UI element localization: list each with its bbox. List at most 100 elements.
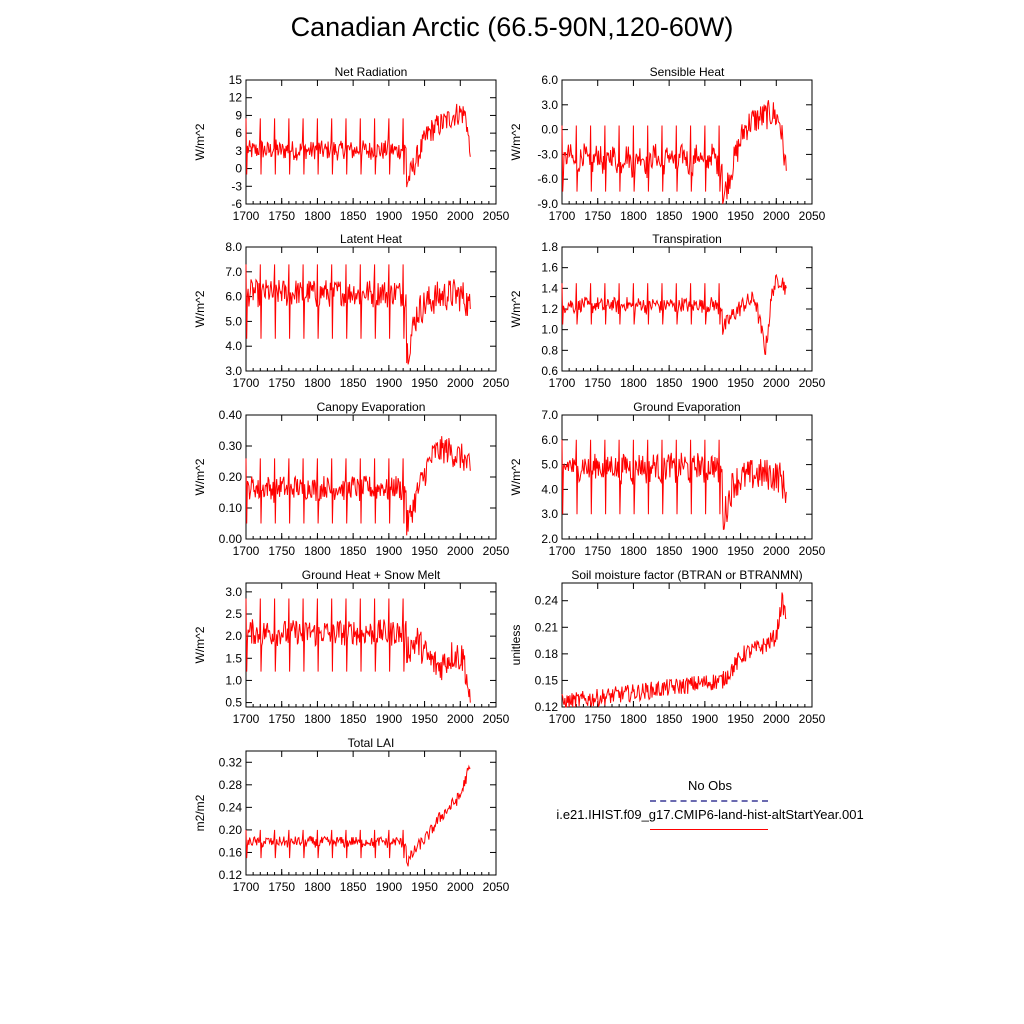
panel-title: Net Radiation (335, 65, 408, 79)
x-tick-label: 1700 (549, 376, 576, 390)
x-tick-label: 2050 (799, 209, 826, 223)
y-tick-label: 1.2 (541, 302, 558, 316)
x-tick-label: 2050 (483, 712, 510, 726)
x-tick-label: 1950 (411, 712, 438, 726)
y-axis-label: W/m^2 (509, 290, 523, 327)
y-tick-label: 0.30 (219, 439, 243, 453)
legend: No Obs i.e21.IHIST.f09_g17.CMIP6-land-hi… (520, 778, 900, 838)
panel-title: Ground Heat + Snow Melt (302, 568, 441, 582)
y-tick-label: 0.18 (535, 647, 559, 661)
plot-frame (245, 79, 497, 205)
x-tick-label: 1950 (727, 544, 754, 558)
y-tick-label: 1.5 (225, 651, 242, 665)
y-tick-label: 0.10 (219, 501, 243, 515)
x-tick-label: 1800 (620, 209, 647, 223)
y-tick-label: 6 (235, 126, 242, 140)
y-tick-label: 0.0 (541, 123, 558, 137)
y-tick-label: 7.0 (225, 265, 242, 279)
x-tick-label: 1700 (549, 544, 576, 558)
x-tick-label: 2050 (483, 376, 510, 390)
x-tick-label: 1800 (620, 712, 647, 726)
y-tick-label: 3.0 (225, 585, 242, 599)
x-tick-label: 1750 (268, 376, 295, 390)
x-tick-label: 1900 (376, 544, 403, 558)
y-tick-label: 4.0 (225, 339, 242, 353)
y-tick-label: 0.6 (541, 364, 558, 378)
series-line (561, 100, 787, 205)
panel-4: Transpiration 1700 1750 1800 1850 1900 1950 200… (509, 232, 826, 390)
x-tick-label: 1700 (233, 880, 260, 894)
x-tick-label: 1950 (411, 209, 438, 223)
x-tick-label: 1700 (233, 712, 260, 726)
y-tick-label: 3.0 (541, 98, 558, 112)
x-tick-label: 1800 (304, 880, 331, 894)
x-tick-label: 1900 (376, 376, 403, 390)
x-tick-label: 2050 (483, 880, 510, 894)
y-tick-label: 8.0 (225, 240, 242, 254)
panel-title: Transpiration (652, 232, 722, 246)
x-tick-label: 1850 (340, 544, 367, 558)
y-tick-label: -3 (231, 179, 242, 193)
y-tick-label: 1.0 (225, 673, 242, 687)
y-axis-label: W/m^2 (509, 458, 523, 495)
x-tick-label: 2000 (447, 376, 474, 390)
panel-title: Canopy Evaporation (317, 400, 426, 414)
plot-frame (245, 750, 497, 876)
x-tick-label: 1800 (304, 712, 331, 726)
y-axis-label: m2/m2 (193, 794, 207, 831)
y-tick-label: -9.0 (537, 197, 558, 211)
y-tick-label: 1.6 (541, 261, 558, 275)
y-tick-label: 1.0 (541, 323, 558, 337)
panel-1: Net Radiation 1700 1750 1800 1850 1900 1950 200… (193, 65, 510, 223)
y-axis-label: W/m^2 (193, 626, 207, 663)
y-tick-label: 0.20 (219, 823, 243, 837)
x-tick-label: 1950 (727, 209, 754, 223)
series-line (561, 592, 787, 708)
y-tick-label: 0.24 (219, 800, 243, 814)
y-tick-label: 6.0 (541, 433, 558, 447)
y-tick-label: 0.12 (219, 868, 243, 882)
x-tick-label: 2000 (763, 209, 790, 223)
plot-frame (245, 246, 497, 372)
y-tick-label: 5.0 (225, 314, 242, 328)
x-tick-label: 1850 (340, 209, 367, 223)
x-tick-label: 1750 (268, 712, 295, 726)
x-tick-label: 1850 (656, 209, 683, 223)
x-tick-label: 2050 (799, 376, 826, 390)
panel-9: Total LAI 1700 1750 1800 1850 1900 1950 2000 205… (193, 736, 510, 894)
x-tick-label: 2000 (447, 880, 474, 894)
y-tick-label: 2.5 (225, 607, 242, 621)
x-tick-label: 1750 (268, 544, 295, 558)
y-tick-label: 2.0 (541, 532, 558, 546)
y-tick-label: 0.00 (219, 532, 243, 546)
x-tick-label: 1850 (656, 376, 683, 390)
series-line (245, 436, 471, 536)
x-tick-label: 2050 (483, 209, 510, 223)
x-tick-label: 1800 (620, 544, 647, 558)
legend-obs-label: No Obs (687, 778, 733, 793)
x-tick-label: 1900 (692, 209, 719, 223)
x-tick-label: 2000 (763, 376, 790, 390)
y-tick-label: 3 (235, 144, 242, 158)
legend-model-label: i.e21.IHIST.f09_g17.CMIP6-land-hist-altS… (556, 807, 864, 822)
x-tick-label: 1850 (340, 712, 367, 726)
x-tick-label: 1700 (233, 209, 260, 223)
y-axis-label: unitless (509, 625, 523, 666)
x-tick-label: 1800 (620, 376, 647, 390)
y-tick-label: 0.8 (541, 343, 558, 357)
x-tick-label: 2000 (763, 544, 790, 558)
x-tick-label: 1950 (411, 376, 438, 390)
y-tick-label: 0.16 (219, 845, 243, 859)
series-line (245, 598, 471, 703)
plot-frame (561, 79, 813, 205)
x-tick-label: 1900 (376, 712, 403, 726)
x-tick-label: 1750 (584, 544, 611, 558)
y-tick-label: 1.8 (541, 240, 558, 254)
y-tick-label: 2.0 (225, 629, 242, 643)
x-tick-label: 1700 (549, 712, 576, 726)
x-tick-label: 2050 (799, 544, 826, 558)
y-tick-label: 4.0 (541, 482, 558, 496)
y-tick-label: 0.15 (535, 673, 559, 687)
x-tick-label: 1950 (411, 544, 438, 558)
